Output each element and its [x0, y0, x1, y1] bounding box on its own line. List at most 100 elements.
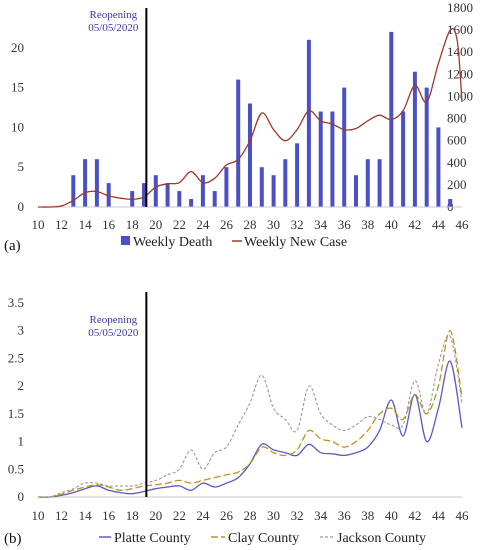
chart-b-y-tick: 1.5	[8, 406, 24, 421]
chart-b-x-tick: 32	[291, 508, 304, 523]
chart-a-x-tick: 34	[314, 217, 328, 232]
chart-a-x-tick: 32	[291, 217, 304, 232]
chart-a-bar-weekly-death	[83, 159, 88, 207]
chart-a-x-tick: 36	[338, 217, 352, 232]
chart-a-y-left-tick: 10	[11, 119, 24, 134]
chart-a-y-right-tick: 600	[447, 133, 467, 148]
chart-b-x-tick: 40	[385, 508, 398, 523]
chart-a-x-tick: 42	[408, 217, 421, 232]
chart-a-y-left-tick: 15	[11, 80, 24, 95]
chart-b-x-tick: 24	[196, 508, 210, 523]
chart-a-x-tick: 18	[126, 217, 139, 232]
chart-a-x-ticks: 10 12 14 16 18 20 22 24 26 28 30 32 34 36 38 40 42 44 46	[32, 217, 470, 232]
chart-a-y-right-tick: 1600	[447, 22, 473, 37]
chart-b-x-ticks: 10 12 14 16 18 20 22 24 26 28 30 32 34 36 38 40 42 44 46	[32, 508, 470, 523]
chart-a-bars	[71, 31, 453, 208]
chart-a-bar-weekly-death	[94, 159, 99, 207]
legend-swatch-weekly-death	[121, 236, 130, 245]
chart-b-reopening-label: Reopening	[90, 314, 138, 326]
chart-a-bar-weekly-death	[271, 175, 276, 207]
chart-b-x-tick: 12	[55, 508, 68, 523]
chart-a-x-tick: 28	[244, 217, 257, 232]
chart-a-x-tick: 12	[55, 217, 68, 232]
chart-b-line-clay-county	[37, 330, 463, 498]
chart-b-x-tick: 16	[102, 508, 116, 523]
chart-a-bar-weekly-death	[295, 143, 300, 207]
legend-label-platte-county: Platte County	[114, 531, 191, 546]
chart-a-bar-weekly-death	[71, 175, 76, 207]
chart-a-y-right-tick: 400	[447, 155, 467, 170]
chart-a-bar-weekly-death	[189, 199, 194, 207]
chart-a-line-weekly-new-case	[37, 27, 463, 208]
chart-a-y-right-tick: 1400	[447, 44, 473, 59]
chart-b-y-tick: 2	[18, 378, 25, 393]
chart-a-y-left-ticks: 0 5 10 15 20	[11, 40, 24, 214]
chart-a-panel-label: (a)	[4, 238, 21, 254]
chart-b-reopening-date: 05/05/2020	[88, 327, 139, 339]
chart-b-x-tick: 18	[126, 508, 139, 523]
chart-b-x-tick: 46	[456, 508, 470, 523]
chart-a-bar-weekly-death	[153, 175, 158, 207]
chart-a-bar-weekly-death	[212, 191, 217, 207]
chart-a-y-left-tick: 20	[11, 40, 24, 55]
chart-b-x-tick: 34	[314, 508, 328, 523]
chart-a-x-tick: 40	[385, 217, 398, 232]
chart-a-x-tick: 26	[220, 217, 234, 232]
chart-b-x-tick: 28	[244, 508, 257, 523]
chart-a-x-tick: 16	[102, 217, 116, 232]
chart-b-x-tick: 10	[32, 508, 45, 523]
chart-a-reopening-date: 05/05/2020	[88, 22, 139, 34]
legend-label-weekly-new-case: Weekly New Case	[244, 235, 347, 250]
chart-b-x-tick: 20	[149, 508, 162, 523]
chart-a-y-right-tick: 800	[447, 111, 467, 126]
chart-a-bar-weekly-death	[330, 111, 335, 207]
chart-a-x-tick: 38	[361, 217, 374, 232]
chart-a-bar-weekly-death	[342, 87, 347, 207]
chart-b-x-tick: 36	[338, 508, 352, 523]
chart-a-x-tick: 22	[173, 217, 186, 232]
chart-a-reopening-label: Reopening	[90, 9, 138, 21]
chart-a-bar-weekly-death	[248, 103, 252, 207]
chart-a-bar-weekly-death	[412, 71, 417, 207]
chart-b-x-tick: 44	[432, 508, 446, 523]
legend-label-weekly-death: Weekly Death	[133, 235, 212, 250]
chart-a-y-left-tick: 0	[18, 199, 25, 214]
legend-label-jackson-county: Jackson County	[337, 531, 426, 546]
chart-a-bar-weekly-death	[354, 175, 358, 207]
chart-a-x-tick: 24	[196, 217, 210, 232]
chart-a-bar-weekly-death	[236, 79, 241, 207]
chart-b-y-tick: 2.5	[8, 350, 24, 365]
chart-b-x-tick: 14	[79, 508, 93, 523]
chart-b-x-tick: 30	[267, 508, 280, 523]
chart-a-bar-weekly-death	[436, 127, 441, 207]
chart-b-x-tick: 42	[408, 508, 421, 523]
chart-a-bar-weekly-death	[224, 167, 229, 207]
chart-a-bar-weekly-death	[401, 111, 406, 207]
chart-a-bar-weekly-death	[177, 191, 182, 207]
chart-a-bar-weekly-death	[283, 159, 288, 207]
chart-a-bar-weekly-death	[424, 87, 429, 207]
chart-a-bar-weekly-death	[306, 39, 311, 207]
chart-b-y-tick: 0	[18, 489, 25, 504]
chart-b-y-tick: 1	[18, 434, 25, 449]
chart-a-bar-weekly-death	[142, 183, 146, 207]
chart-a-x-tick: 20	[149, 217, 162, 232]
chart-a-x-tick: 10	[32, 217, 45, 232]
chart-a-y-right-tick: 1000	[447, 88, 473, 103]
chart-a-y-right-tick: 200	[447, 177, 467, 192]
chart-a-bar-weekly-death	[106, 183, 111, 207]
chart-b-panel-label: (b)	[4, 531, 22, 547]
chart-b-y-tick: 0.5	[8, 461, 24, 476]
chart-a-y-left-tick: 5	[18, 159, 25, 174]
chart-a-bar-weekly-death	[165, 183, 170, 207]
chart-b-y-tick: 3.5	[8, 295, 24, 310]
chart-a-x-tick: 30	[267, 217, 280, 232]
legend-label-clay-county: Clay County	[228, 531, 299, 546]
chart-a-y-right-tick: 1800	[447, 0, 473, 15]
chart-a-x-tick: 14	[79, 217, 93, 232]
chart-a-bar-weekly-death	[200, 175, 205, 207]
chart-a-bar-weekly-death	[448, 199, 453, 207]
chart-b-y-ticks: 0 0.5 1 1.5 2 2.5 3 3.5	[8, 295, 24, 504]
